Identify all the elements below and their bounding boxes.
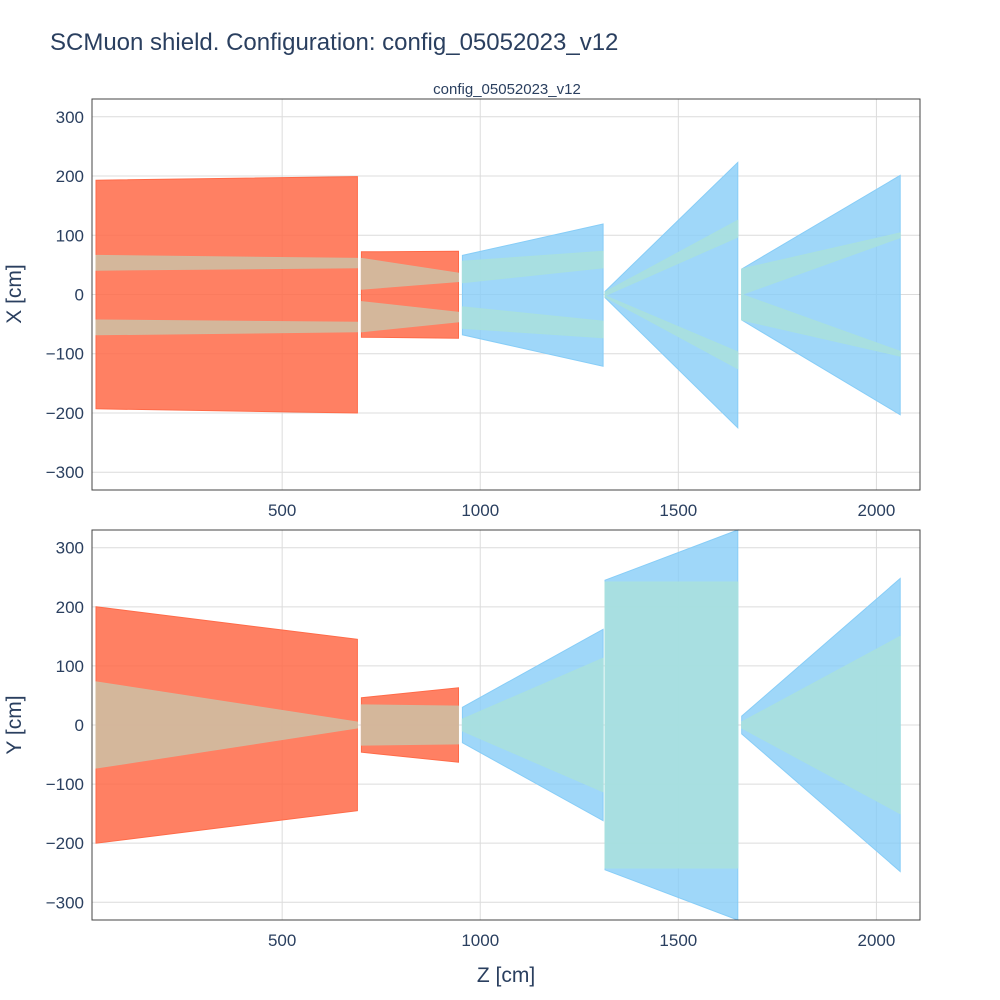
coil-shape: [360, 301, 459, 333]
x-tick-label: 1500: [659, 931, 697, 950]
x-tick-label: 2000: [858, 931, 896, 950]
coil-shape: [95, 319, 358, 336]
x-tick-label: 2000: [858, 501, 896, 520]
y-tick-label: −300: [46, 463, 84, 482]
x-tick-label: 1000: [461, 501, 499, 520]
gap-region-shape: [604, 581, 739, 869]
coil-shape: [95, 681, 358, 769]
plot-frame: [91, 529, 921, 921]
x-tick-label: 1500: [659, 501, 697, 520]
y-axis-label: X [cm]: [3, 264, 26, 324]
y-tick-label: 200: [56, 598, 84, 617]
y-tick-label: 200: [56, 167, 84, 186]
y-tick-label: −100: [46, 775, 84, 794]
subplot-title: config_05052023_v12: [433, 81, 581, 98]
coil-shape: [360, 257, 459, 290]
y-tick-label: −200: [46, 404, 84, 423]
chart-title: SCMuon shield. Configuration: config_050…: [50, 29, 618, 56]
y-tick-label: 0: [75, 286, 84, 305]
x-tick-label: 500: [268, 501, 296, 520]
y-tick-label: 300: [56, 539, 84, 558]
field-region-shape: [741, 174, 901, 416]
x-tick-label: 500: [268, 931, 296, 950]
gap-region-shape: [741, 635, 901, 815]
gap-region-shape: [604, 219, 739, 297]
y-tick-label: 300: [56, 108, 84, 127]
field-region-shape: [604, 161, 739, 429]
gap-region-shape: [461, 250, 604, 284]
x-tick-label: 1000: [461, 931, 499, 950]
gap-region-shape: [741, 293, 901, 357]
y-tick-label: 0: [75, 716, 84, 735]
plot-frame: [91, 98, 921, 491]
x-axis-label: Z [cm]: [477, 964, 535, 987]
y-axis-label: Y [cm]: [3, 695, 26, 754]
gap-region-shape: [604, 294, 739, 370]
gap-region-shape: [741, 232, 901, 296]
y-tick-label: −100: [46, 345, 84, 364]
iron-shape: [95, 176, 358, 414]
coil-shape: [360, 704, 459, 746]
gap-region-shape: [461, 306, 604, 339]
y-tick-label: −300: [46, 893, 84, 912]
gap-region-shape: [461, 657, 604, 793]
y-tick-label: −200: [46, 834, 84, 853]
coil-shape: [95, 254, 358, 271]
field-region-shape: [461, 223, 604, 367]
y-tick-label: 100: [56, 226, 84, 245]
y-tick-label: 100: [56, 657, 84, 676]
